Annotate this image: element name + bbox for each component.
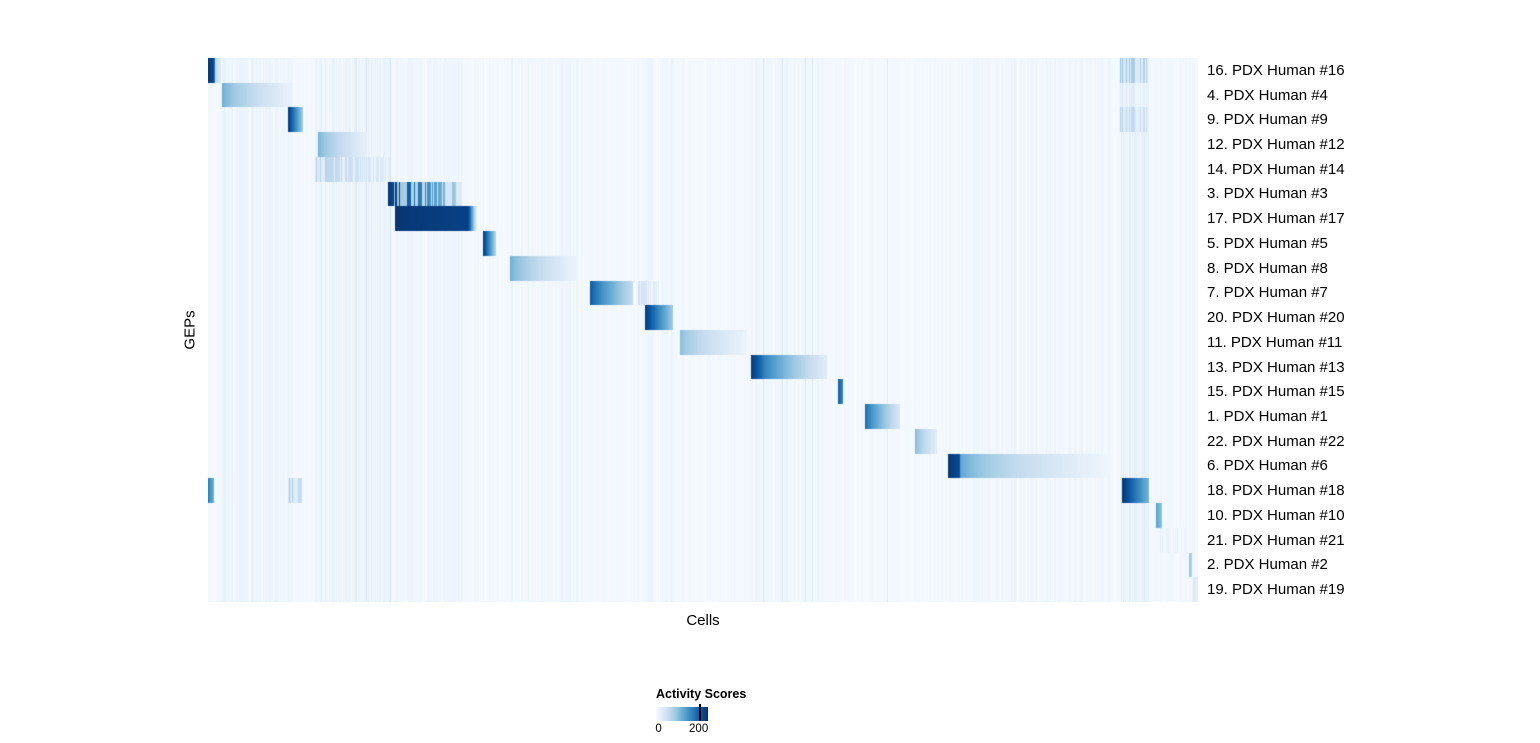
heatmap-canvas: [208, 58, 1198, 602]
row-label: 22. PDX Human #22: [1207, 432, 1345, 450]
row-label: 12. PDX Human #12: [1207, 136, 1345, 154]
row-label: 6. PDX Human #6: [1207, 457, 1328, 475]
x-axis-label: Cells: [686, 612, 720, 629]
row-label: 7. PDX Human #7: [1207, 284, 1328, 302]
row-labels: 16. PDX Human #16 4. PDX Human #4 9. PDX H…: [1207, 58, 1427, 602]
row-label: 8. PDX Human #8: [1207, 259, 1328, 277]
legend-max-tick: [698, 704, 701, 721]
legend: Activity Scores 0 200: [655, 687, 796, 739]
row-label: 19. PDX Human #19: [1207, 581, 1345, 599]
row-label: 2. PDX Human #2: [1207, 556, 1328, 574]
row-label: 17. PDX Human #17: [1207, 210, 1345, 228]
row-label: 18. PDX Human #18: [1207, 482, 1345, 500]
row-label: 5. PDX Human #5: [1207, 234, 1328, 252]
row-label: 15. PDX Human #15: [1207, 383, 1345, 401]
legend-tick-label-min: 0: [655, 723, 662, 735]
row-label: 21. PDX Human #21: [1207, 531, 1345, 549]
legend-ticks: 0 200: [655, 723, 709, 739]
legend-tick-label-max: 200: [689, 723, 709, 735]
row-label: 11. PDX Human #11: [1207, 333, 1343, 351]
row-label: 14. PDX Human #14: [1207, 160, 1345, 178]
y-axis-label: GEPs: [181, 310, 199, 350]
row-label: 1. PDX Human #1: [1207, 408, 1328, 426]
row-label: 13. PDX Human #13: [1207, 358, 1345, 376]
row-label: 4. PDX Human #4: [1207, 86, 1328, 104]
legend-colorbar: [656, 704, 708, 721]
row-label: 20. PDX Human #20: [1207, 309, 1345, 327]
row-label: 16. PDX Human #16: [1207, 61, 1345, 79]
row-label: 9. PDX Human #9: [1207, 111, 1328, 129]
row-label: 3. PDX Human #3: [1207, 185, 1328, 203]
row-label: 10. PDX Human #10: [1207, 506, 1345, 524]
legend-title: Activity Scores: [656, 687, 747, 701]
